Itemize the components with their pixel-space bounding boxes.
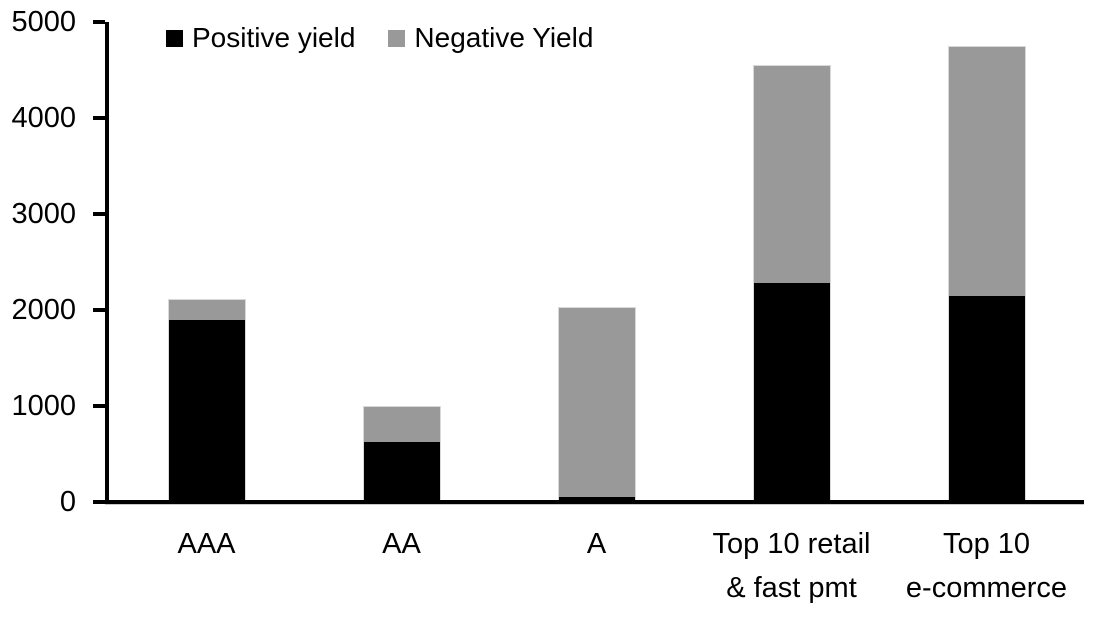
legend-item: Positive yield: [166, 24, 355, 52]
y-tick-label: 4000: [11, 102, 76, 134]
category-label: AA: [382, 528, 421, 560]
bar-segment-negative-yield: [947, 46, 1026, 296]
legend-label: Positive yield: [192, 22, 356, 53]
bar-segment-positive-yield: [362, 442, 441, 502]
bar-segment-positive-yield: [947, 295, 1026, 502]
y-tick-mark: [93, 308, 105, 312]
y-tick-label: 1000: [11, 390, 76, 422]
y-tick-label: 0: [59, 486, 76, 518]
category-label: Top 10 retail & fast pmt: [712, 528, 871, 604]
chart-legend: Positive yield Negative Yield: [166, 24, 593, 52]
y-axis-line: [105, 22, 109, 504]
y-tick-label: 5000: [11, 6, 76, 38]
legend-label: Negative Yield: [414, 22, 594, 53]
bar-segment-positive-yield: [557, 497, 636, 502]
bar-top-10-retail: [752, 0, 831, 502]
y-tick-mark: [93, 116, 105, 120]
category-label: Top 10 e-commerce: [905, 528, 1068, 604]
bar-segment-negative-yield: [752, 65, 831, 284]
bar-aa: [362, 0, 441, 502]
bar-segment-positive-yield: [167, 319, 246, 502]
legend-swatch-icon: [166, 29, 183, 47]
y-tick-label: 2000: [11, 294, 76, 326]
bar-a: [557, 0, 636, 502]
bar-segment-negative-yield: [362, 406, 441, 443]
legend-swatch-icon: [388, 29, 406, 47]
y-tick-label: 3000: [11, 198, 76, 230]
y-tick-mark: [93, 500, 105, 504]
bar-segment-positive-yield: [752, 283, 831, 502]
bar-aaa: [167, 0, 246, 502]
y-tick-mark: [93, 20, 105, 24]
y-tick-mark: [93, 212, 105, 216]
legend-item: Negative Yield: [388, 24, 593, 52]
bar-segment-negative-yield: [167, 298, 246, 320]
bar-segment-negative-yield: [557, 307, 636, 498]
y-tick-mark: [93, 404, 105, 408]
x-axis-line: [105, 500, 1084, 505]
category-label: AAA: [177, 528, 236, 560]
category-label: A: [586, 528, 607, 560]
bar-top-10: [947, 0, 1026, 502]
